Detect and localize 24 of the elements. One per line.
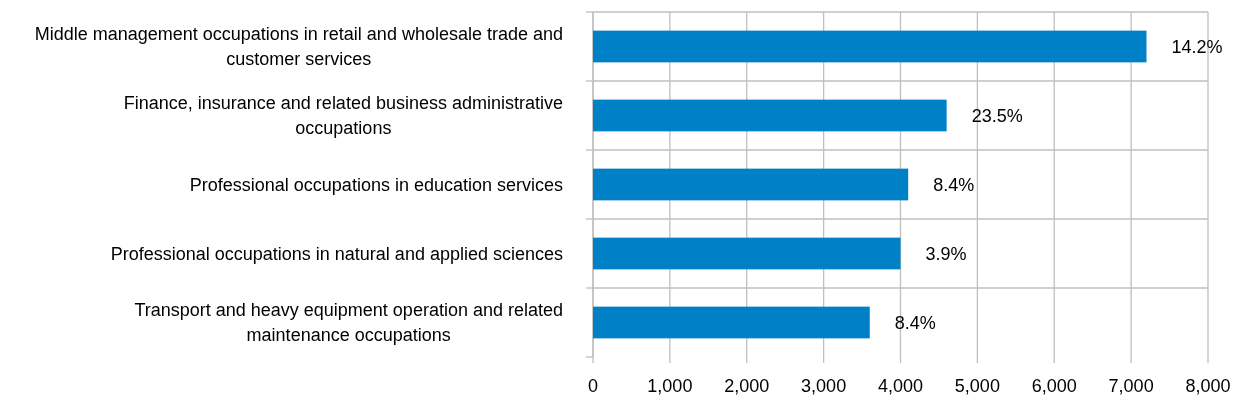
annotation: 8.4%	[933, 174, 975, 195]
y-tick-label: Middle management occupations in retail and wholesale trade and customer services	[34, 24, 563, 70]
x-tick-label: 7,000	[1108, 376, 1154, 396]
x-tick-label: 2,000	[724, 376, 770, 396]
bar	[593, 306, 870, 339]
y-tick-label: Transport and heavy equipment operation and related maintenance occupations	[134, 300, 563, 346]
y-tick-label: Finance, insurance and related business administrative occupations	[123, 93, 563, 139]
x-tick-label: 0	[587, 376, 599, 396]
bar	[593, 168, 909, 201]
x-tick-label: 1,000	[647, 376, 693, 396]
annotation: 14.2%	[1171, 36, 1223, 57]
bar	[593, 237, 901, 270]
x-tick-label: 4,000	[877, 376, 924, 396]
x-tick-label: 5,000	[954, 376, 1000, 396]
x-tick-label: 6,000	[1031, 376, 1077, 396]
y-tick-label: Professional occupations in education services	[189, 174, 563, 195]
annotation: 23.5%	[971, 105, 1023, 126]
x-tick-label: 3,000	[801, 376, 847, 396]
y-tick-label: Professional occupations in natural and applied sciences	[110, 243, 563, 264]
bar	[593, 99, 947, 132]
bar	[593, 30, 1147, 63]
annotation: 3.9%	[925, 243, 967, 264]
annotation: 8.4%	[894, 312, 936, 333]
x-tick-label: 8,000	[1185, 376, 1231, 396]
